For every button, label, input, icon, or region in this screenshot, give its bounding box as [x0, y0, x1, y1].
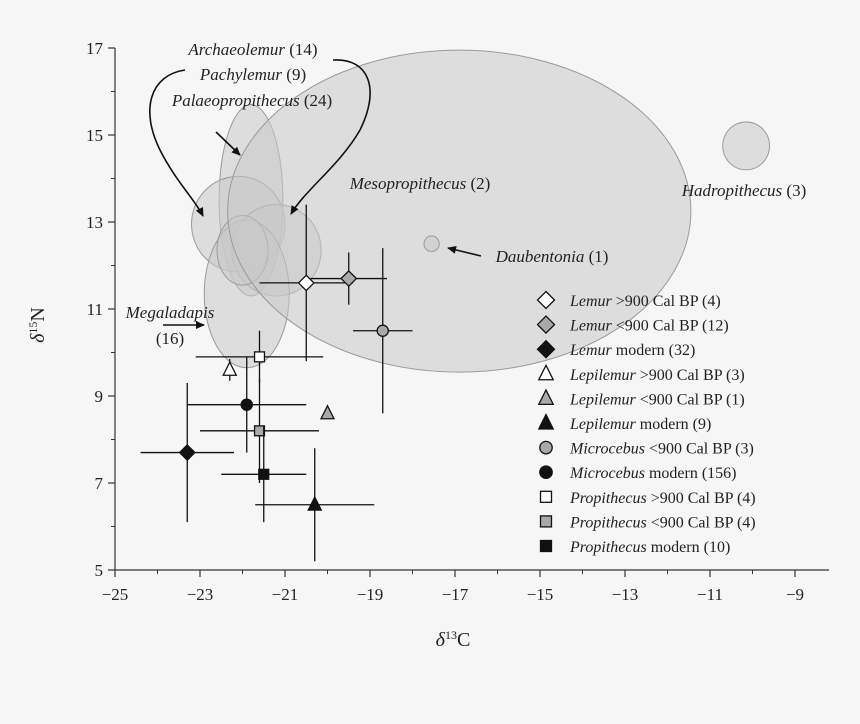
point-marker [240, 398, 253, 411]
legend-item: Lepilemur <900 Cal BP (1) [537, 388, 745, 408]
data-points [140, 204, 413, 562]
legend-marker [537, 413, 555, 430]
x-tick-label: −11 [697, 585, 723, 604]
axes: −25 −23 −21 −19 −17 −15 −13 −11 −9 5 7 9 11 13 15 17 [86, 39, 829, 604]
y-tick-label: 11 [87, 300, 103, 319]
data-point [140, 382, 234, 523]
x-axis-label: δ13C [436, 628, 471, 651]
legend-label: Microcebus <900 Cal BP (3) [569, 441, 754, 458]
ellipse-6 [423, 235, 440, 253]
ellipses-layer [191, 49, 770, 373]
y-tick-label: 7 [95, 474, 104, 493]
legend-item: Lemur >900 Cal BP (4) [536, 290, 721, 310]
x-tick-label: −23 [187, 585, 214, 604]
legend: Lemur >900 Cal BP (4) Lemur <900 Cal BP (… [536, 290, 756, 556]
x-tick-label: −17 [442, 585, 469, 604]
legend-marker [539, 539, 553, 553]
ellipse-5 [227, 49, 692, 373]
data-point [195, 330, 324, 383]
y-tick-label: 9 [95, 387, 104, 406]
x-tick-label: −21 [272, 585, 299, 604]
legend-marker [539, 440, 553, 455]
data-point [310, 252, 387, 305]
x-tick-label: −19 [357, 585, 384, 604]
annotation-arrow [290, 59, 371, 215]
ellipse-7 [722, 121, 770, 171]
data-point [187, 356, 307, 453]
legend-marker [536, 290, 556, 310]
legend-item: Lepilemur modern (9) [537, 413, 711, 433]
point-marker [222, 360, 238, 376]
legend-item: Lepilemur >900 Cal BP (3) [537, 363, 745, 384]
legend-item: Propithecus >900 Cal BP (4) [539, 490, 756, 507]
legend-label: Lepilemur >900 Cal BP (3) [569, 367, 745, 384]
annotation-label: Hadropithecus (3) [681, 181, 807, 200]
point-marker [258, 468, 270, 480]
axis-labels: δ13C δ15N [26, 307, 470, 651]
legend-label: Lemur <900 Cal BP (12) [569, 318, 729, 335]
annotation-label: (16) [156, 329, 184, 348]
annotation-label: Pachylemur (9) [199, 65, 306, 84]
annotations: Archaeolemur (14) Pachylemur (9) Palaeopro… [125, 40, 807, 348]
point-marker [253, 351, 266, 363]
data-point [353, 248, 413, 414]
legend-marker [539, 490, 553, 503]
point-marker [319, 404, 336, 420]
legend-label: Propithecus >900 Cal BP (4) [569, 490, 756, 507]
y-tick-label: 17 [86, 39, 104, 58]
data-point [255, 448, 375, 562]
legend-label: Lemur modern (32) [569, 342, 695, 359]
legend-item: Microcebus <900 Cal BP (3) [539, 440, 754, 458]
data-point [200, 378, 319, 483]
legend-label: Lepilemur modern (9) [569, 416, 711, 433]
legend-label: Lemur >900 Cal BP (4) [569, 293, 721, 310]
legend-marker [539, 465, 553, 480]
annotation-label: Megaladapis [125, 303, 215, 322]
x-tick-label: −13 [612, 585, 639, 604]
x-tick-label: −9 [786, 585, 804, 604]
legend-marker [536, 315, 556, 335]
data-point [222, 359, 238, 381]
point-marker [307, 495, 323, 511]
point-marker [340, 269, 358, 288]
legend-label: Propithecus <900 Cal BP (4) [569, 514, 756, 531]
legend-label: Propithecus modern (10) [569, 539, 730, 556]
data-point [221, 426, 307, 523]
legend-marker [539, 515, 553, 528]
legend-item: Propithecus <900 Cal BP (4) [539, 514, 756, 531]
legend-item: Lemur <900 Cal BP (12) [536, 315, 729, 335]
annotation-label: Mesopropithecus (2) [349, 174, 491, 193]
legend-item: Lemur modern (32) [536, 339, 695, 359]
y-tick-label: 13 [86, 213, 103, 232]
point-marker [376, 324, 389, 337]
data-point [259, 204, 353, 362]
annotation-label: Daubentonia (1) [495, 247, 609, 266]
y-tick-label: 5 [95, 561, 104, 580]
legend-item: Propithecus modern (10) [539, 539, 730, 556]
data-point [319, 404, 336, 420]
legend-label: Microcebus modern (156) [569, 465, 736, 482]
annotation-label: Palaeopropithecus (24) [171, 91, 332, 110]
x-tick-label: −15 [527, 585, 554, 604]
legend-marker [537, 388, 555, 406]
legend-marker [537, 363, 555, 381]
y-axis-label: δ15N [26, 307, 49, 343]
legend-marker [536, 339, 556, 359]
y-tick-label: 15 [86, 126, 103, 145]
legend-item: Microcebus modern (156) [539, 465, 736, 482]
annotation-label: Archaeolemur (14) [187, 40, 317, 59]
point-marker [297, 274, 315, 292]
annotation-arrows [149, 59, 482, 329]
annotation-arrow [149, 69, 204, 217]
point-marker [178, 443, 196, 462]
annotation-arrow [447, 245, 482, 257]
x-tick-label: −25 [102, 585, 129, 604]
legend-label: Lepilemur <900 Cal BP (1) [569, 391, 745, 408]
point-marker [253, 425, 266, 437]
annotation-arrow [215, 131, 241, 156]
